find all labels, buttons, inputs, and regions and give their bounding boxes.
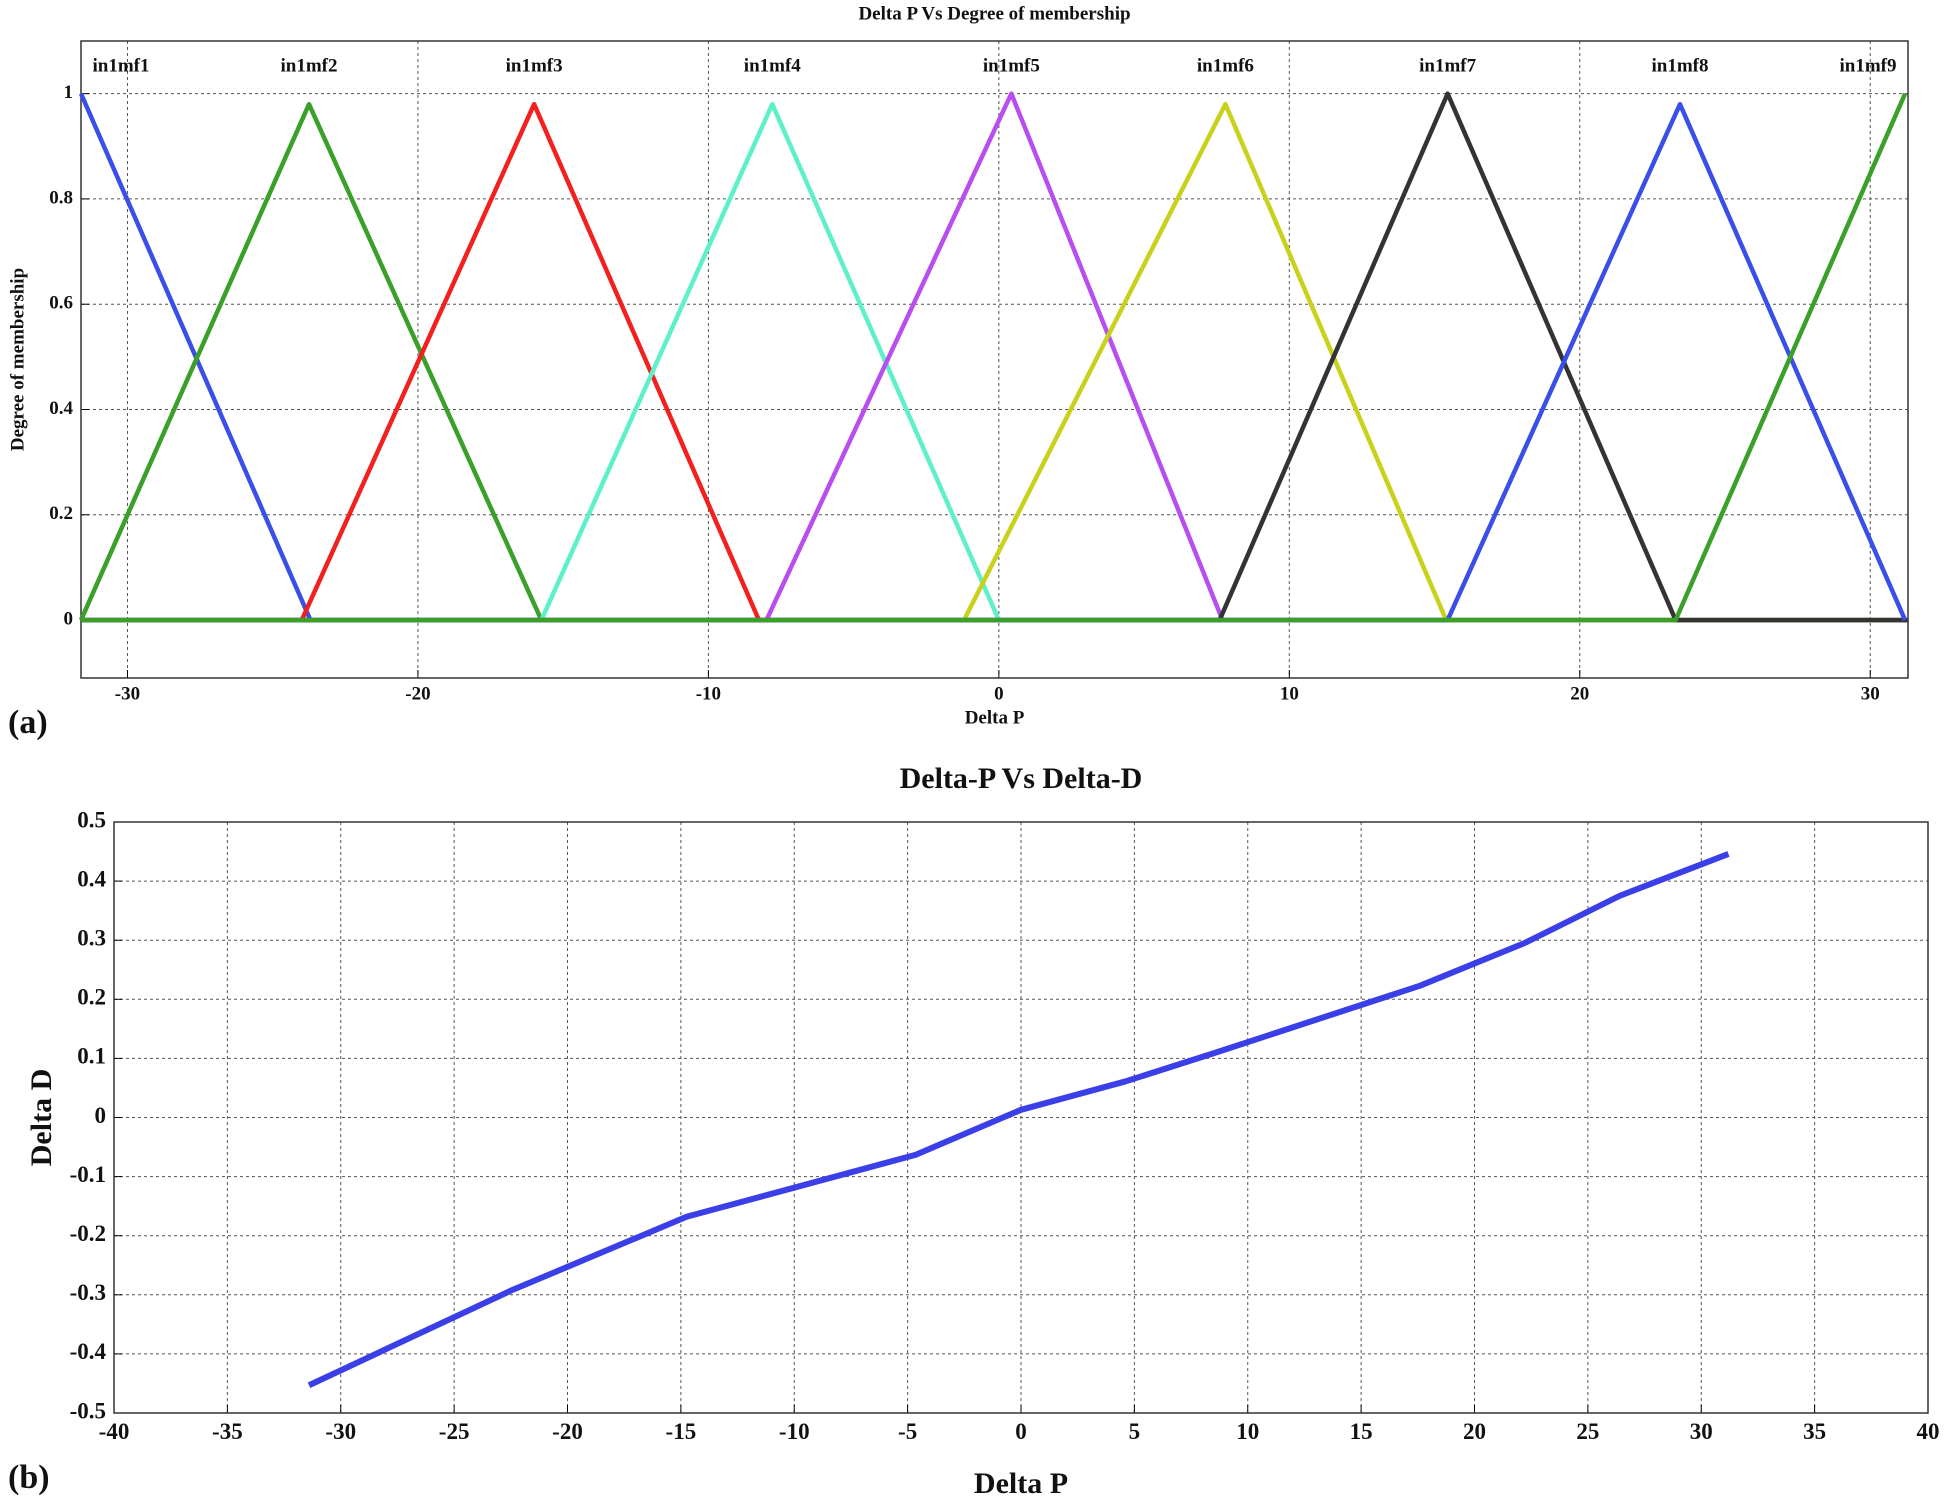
x-tick-label: 20 [1570,683,1589,704]
data-line [78,101,1908,623]
x-tick-label: 40 [1917,1419,1940,1444]
data-line [81,101,1908,623]
x-tick-label: -25 [439,1419,470,1444]
x-tick-label: 0 [994,683,1004,704]
y-tick-label: 0.3 [77,925,106,950]
data-line [307,851,1730,1388]
x-tick-label: 35 [1803,1419,1826,1444]
x-tick-label: -10 [696,683,721,704]
x-tick-label: -20 [405,683,430,704]
y-tick-label: 0.2 [77,985,106,1010]
legend-label: in1mf2 [281,55,338,76]
legend-label: in1mf1 [93,55,150,76]
data-line [81,91,1908,623]
y-tick-label: 0.6 [49,293,73,314]
data-line [81,92,1908,623]
chart-title: Delta-P Vs Delta-D [900,762,1143,795]
legend-label: in1mf4 [744,55,802,76]
y-axis-label: Degree of membership [7,268,28,451]
y-tick-label: -0.1 [70,1162,106,1187]
y-tick-label: -0.5 [70,1398,106,1423]
x-tick-label: 5 [1129,1419,1141,1444]
y-axis-label: Delta D [25,1069,58,1166]
y-tick-label: 0 [64,608,74,629]
y-tick-label: 0.1 [77,1044,106,1069]
y-tick-label: 1 [64,82,74,103]
x-tick-label: -35 [212,1419,243,1444]
legend-label: in1mf8 [1651,55,1708,76]
y-tick-label: 0.4 [49,398,73,419]
y-tick-label: -0.2 [70,1221,106,1246]
x-tick-label: 10 [1236,1419,1259,1444]
data-line [81,101,1908,623]
x-tick-label: 20 [1463,1419,1486,1444]
x-axis-label: Delta P [974,1467,1068,1500]
y-tick-label: -0.4 [70,1339,107,1364]
chart-title: Delta P Vs Degree of membership [858,3,1130,24]
legend-label: in1mf9 [1840,55,1897,76]
x-tick-label: 10 [1280,683,1299,704]
data-line [81,101,1908,623]
y-tick-label: -0.3 [70,1280,106,1305]
legend-label: in1mf6 [1197,55,1254,76]
x-tick-label: 0 [1015,1419,1027,1444]
y-tick-label: 0.8 [49,187,73,208]
x-tick-label: -40 [99,1419,130,1444]
plot-frame [80,40,1909,679]
x-tick-label: 25 [1576,1419,1599,1444]
x-tick-label: 30 [1690,1419,1713,1444]
data-line [81,91,1908,623]
legend-label: in1mf3 [506,55,563,76]
panel-label: (a) [8,704,48,741]
x-tick-label: -20 [552,1419,583,1444]
x-tick-label: -15 [666,1419,697,1444]
y-tick-label: 0.4 [77,866,106,891]
y-tick-label: 0 [95,1103,107,1128]
x-tick-label: -30 [115,683,140,704]
legend-label: in1mf5 [983,55,1040,76]
x-tick-label: -5 [898,1419,917,1444]
x-tick-label: -10 [779,1419,810,1444]
plot-frame [113,821,1929,1414]
y-tick-label: 0.2 [49,503,73,524]
x-tick-label: 15 [1350,1419,1373,1444]
panel-label: (b) [8,1459,50,1496]
data-line [78,92,1908,623]
x-tick-label: -30 [325,1419,356,1444]
y-tick-label: 0.5 [77,807,106,832]
x-axis-label: Delta P [965,707,1025,728]
data-line [81,101,1908,623]
x-tick-label: 30 [1861,683,1880,704]
legend-label: in1mf7 [1419,55,1477,76]
